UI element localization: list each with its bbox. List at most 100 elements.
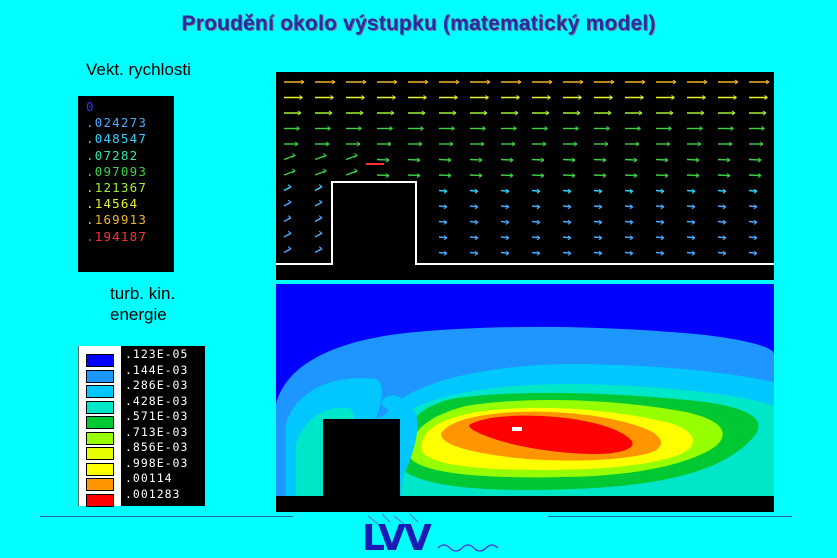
velocity-arrow — [717, 174, 731, 177]
velocity-arrow — [531, 158, 545, 161]
velocity-arrowhead — [287, 184, 292, 190]
velocity-arrowhead — [722, 219, 727, 225]
velocity-arrowhead — [730, 126, 734, 131]
tke-level-10 — [469, 415, 633, 454]
velocity-arrowhead — [757, 157, 762, 163]
velocity-arrow — [500, 158, 514, 161]
velocity-arrow — [562, 189, 572, 192]
velocity-legend-entry: .169913 — [86, 212, 148, 228]
velocity-arrow — [655, 189, 665, 192]
velocity-arrowhead — [474, 204, 479, 210]
velocity-arrowhead — [640, 95, 644, 100]
tke-max-marker — [512, 427, 522, 431]
velocity-arrow — [438, 251, 448, 254]
velocity-arrowhead — [474, 250, 479, 256]
velocity-arrowhead — [536, 235, 541, 241]
velocity-arrowhead — [629, 204, 634, 210]
divider-right — [548, 516, 792, 517]
velocity-arrowhead — [545, 110, 550, 116]
velocity-arrowhead — [296, 126, 300, 131]
tke-legend-swatch — [86, 431, 114, 445]
velocity-arrowhead — [699, 126, 703, 131]
velocity-arrowhead — [322, 152, 327, 158]
velocity-arrowhead — [485, 95, 489, 100]
velocity-arrowhead — [567, 204, 572, 210]
velocity-arrowhead — [765, 79, 770, 85]
velocity-arrowhead — [695, 173, 700, 179]
logo-wave — [437, 544, 499, 552]
velocity-arrowhead — [567, 188, 572, 194]
velocity-arrowhead — [753, 188, 758, 194]
tke-legend-value: .286E-03 — [125, 378, 189, 392]
velocity-arrow — [593, 251, 603, 254]
velocity-arrowhead — [664, 157, 669, 163]
velocity-arrow — [624, 251, 634, 254]
velocity-arrowhead — [356, 141, 361, 147]
tke-legend-swatch — [86, 416, 114, 429]
velocity-arrowhead — [602, 173, 607, 179]
velocity-arrowhead — [695, 157, 700, 163]
velocity-arrowhead — [578, 95, 582, 100]
velocity-arrowhead — [299, 95, 303, 100]
velocity-arrowhead — [691, 219, 696, 225]
velocity-arrowhead — [567, 250, 572, 256]
velocity-arrowhead — [318, 199, 323, 205]
velocity-arrows — [283, 79, 770, 256]
velocity-arrowhead — [579, 79, 584, 85]
velocity-arrowhead — [331, 79, 336, 85]
velocity-legend-entry: .121367 — [86, 180, 148, 196]
velocity-arrowhead — [571, 173, 576, 179]
velocity-arrowhead — [389, 126, 393, 131]
velocity-arrow — [438, 189, 448, 192]
velocity-legend-entry: .07282 — [86, 147, 139, 163]
velocity-arrow — [686, 236, 696, 239]
velocity-arrowhead — [358, 126, 362, 131]
velocity-arrow — [562, 220, 572, 223]
velocity-arrowhead — [629, 235, 634, 241]
page-title: Proudění okolo výstupku (matematický mod… — [181, 12, 656, 35]
velocity-arrow — [407, 158, 421, 161]
velocity-arrowhead — [287, 215, 292, 221]
velocity-arrowhead — [722, 188, 727, 194]
tke-legend-swatch — [86, 385, 114, 398]
velocity-arrowhead — [424, 79, 429, 85]
velocity-arrowhead — [443, 188, 448, 194]
velocity-arrowhead — [733, 95, 737, 100]
velocity-arrowhead — [575, 126, 579, 131]
velocity-legend-entry: .14564 — [86, 196, 139, 212]
velocity-arrowhead — [753, 235, 758, 241]
velocity-arrowhead — [540, 157, 545, 163]
velocity-arrow — [624, 205, 634, 208]
velocity-arrowhead — [668, 126, 672, 131]
velocity-arrowhead — [421, 110, 426, 116]
velocity-arrowhead — [633, 173, 638, 179]
velocity-arrowhead — [598, 188, 603, 194]
velocity-arrow — [469, 236, 479, 239]
tke-legend-value: .998E-03 — [125, 455, 189, 470]
velocity-arrowhead — [451, 126, 455, 131]
velocity-arrow — [748, 220, 758, 223]
tke-legend-value: .713E-03 — [125, 424, 189, 439]
velocity-arrowhead — [629, 250, 634, 256]
velocity-arrowhead — [362, 79, 367, 85]
velocity-arrow — [748, 251, 758, 254]
velocity-arrowhead — [385, 157, 390, 163]
velocity-arrowhead — [482, 126, 486, 131]
velocity-arrow — [624, 158, 638, 161]
velocity-legend-entry: .194187 — [86, 228, 148, 244]
velocity-arrowhead — [325, 141, 330, 147]
velocity-arrowhead — [753, 250, 758, 256]
tke-label-line2: energie — [110, 305, 167, 324]
velocity-legend-entry: .097093 — [86, 163, 148, 179]
velocity-arrowhead — [731, 110, 736, 116]
velocity-arrow — [686, 158, 700, 161]
velocity-arrowhead — [547, 95, 551, 100]
velocity-arrow — [593, 220, 603, 223]
obstacle-block — [323, 419, 400, 499]
velocity-arrowhead — [420, 126, 424, 131]
velocity-arrowhead — [660, 204, 665, 210]
velocity-arrow — [469, 158, 483, 161]
velocity-arrow — [593, 158, 607, 161]
velocity-arrowhead — [353, 168, 358, 174]
velocity-arrow — [469, 220, 479, 223]
